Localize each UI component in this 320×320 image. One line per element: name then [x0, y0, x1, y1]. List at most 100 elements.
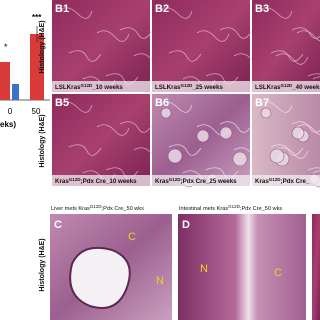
panel-label: B3 — [255, 3, 269, 15]
region-mark: C — [128, 231, 136, 243]
panel-caption-text: Kras — [155, 178, 169, 185]
panel-title-text: Intestinal mets Kras — [179, 206, 228, 212]
gland — [196, 129, 210, 143]
caption-band — [152, 175, 250, 186]
panel-title: Liver mets KrasG12D;Pdx Cre_50 wks — [51, 204, 144, 212]
axis-label: eks) — [0, 120, 16, 129]
tissue-texture — [119, 121, 153, 133]
gland — [167, 148, 183, 164]
histology-panel: B3 LSLKrasG12D_40 weeks — [252, 0, 320, 92]
panel-caption-sup: G12D — [69, 177, 82, 182]
panel-caption: KrasG12D;Pdx Cre_25 weeks — [155, 177, 237, 185]
tissue-texture — [196, 30, 230, 42]
region-mark: N — [156, 275, 164, 287]
panel-title-text: ;Pdx Cre_50 wks — [102, 206, 144, 212]
panel-caption-text: LSLKras — [255, 84, 281, 91]
tissue-texture — [259, 101, 293, 113]
row-label: Histology (H&E) — [39, 114, 46, 167]
panel-caption-text: ;Pdx Cre_25 weeks — [181, 178, 238, 185]
histology-panel: B2 LSLKrasG12D_25 weeks — [152, 0, 267, 92]
caption-band — [152, 81, 250, 92]
panel-title-sup: G12D — [228, 204, 241, 209]
panel-caption-text: Kras — [55, 178, 69, 185]
panel-caption-text: LSLKras — [155, 84, 181, 91]
bar — [0, 62, 10, 100]
significance: *** — [32, 13, 42, 22]
panel-caption-text: ;Pdx Cre_10 weeks — [81, 178, 138, 185]
panel-caption-text: _40 weeks — [291, 84, 320, 91]
panel-label: C — [54, 219, 62, 231]
histology-panel: B1 LSLKrasG12D_10 weeks — [52, 0, 167, 92]
row-label: Histology (H&E) — [39, 20, 46, 73]
gland — [232, 151, 248, 167]
panel-label: B6 — [155, 97, 169, 109]
tissue-texture — [307, 167, 320, 171]
tick-label: 50 — [32, 107, 41, 116]
tissue-texture — [219, 27, 253, 39]
panel-label: B1 — [55, 3, 69, 15]
tissue-texture — [59, 101, 93, 113]
tissue-texture — [259, 7, 293, 19]
panel-image — [252, 0, 320, 92]
row-label: Histology (H&E) — [39, 238, 46, 291]
bar — [12, 84, 19, 100]
panel-caption-text: Kras — [255, 178, 269, 185]
panel-caption-sup: G12D — [169, 177, 182, 182]
panel-caption-text: LSLKras — [55, 84, 81, 91]
panel-caption: LSLKrasG12D_10 weeks — [55, 83, 123, 91]
panel-label: B5 — [55, 97, 69, 109]
significance: * — [4, 42, 8, 52]
gland — [269, 148, 285, 164]
tissue-texture — [312, 170, 320, 174]
tissue-texture — [159, 101, 193, 113]
panel-caption: KrasG12D;Pdx Cre_10 weeks — [55, 177, 137, 185]
tissue-texture — [168, 144, 202, 156]
caption-band — [52, 175, 150, 186]
region-mark: C — [274, 267, 282, 279]
panel-caption-sup: G12D — [80, 83, 93, 88]
tissue-texture — [159, 7, 193, 19]
caption-band — [252, 175, 320, 186]
tissue-texture — [219, 121, 253, 133]
bar — [30, 34, 44, 100]
panel-caption-sup: G12D — [180, 83, 193, 88]
panel-title-text: ;Pdx Cre_50 wks — [240, 206, 282, 212]
tissue-texture — [68, 50, 102, 62]
panel-caption-sup: G12D — [280, 83, 293, 88]
tissue-texture — [119, 27, 153, 39]
tissue-texture — [68, 144, 102, 156]
panel-title-sup: G12D — [90, 204, 103, 209]
panel-image — [52, 94, 150, 186]
panel-label: D — [182, 219, 190, 231]
bar-fragment: * *** 0 50 eks) — [0, 13, 50, 129]
tissue-texture — [296, 124, 320, 136]
tissue-texture — [96, 124, 130, 136]
gland — [219, 126, 233, 140]
histology-panel: B7 KrasG12D;Pdx Cre_ — [252, 94, 320, 188]
gland — [260, 107, 272, 119]
panel-title: Intestinal mets KrasG12D;Pdx Cre_50 wks — [179, 204, 282, 212]
region-mark: N — [200, 263, 208, 275]
panel-image — [152, 0, 250, 92]
tissue-texture — [312, 76, 320, 80]
panel-caption: LSLKrasG12D_25 weeks — [155, 83, 223, 91]
panel-caption-text: _10 weeks — [91, 84, 123, 91]
panel-title-text: Liver mets Kras — [51, 206, 90, 212]
tissue-texture — [59, 7, 93, 19]
panel-caption-text: ;Pdx Cre_ — [281, 178, 310, 185]
panel-image — [52, 0, 150, 92]
lumen — [69, 246, 131, 309]
tissue-texture — [307, 73, 320, 77]
panel-caption: KrasG12D;Pdx Cre_ — [255, 177, 310, 185]
caption-band — [252, 81, 320, 92]
panel-label: B7 — [255, 97, 269, 109]
caption-band — [52, 81, 150, 92]
panel-caption-text: _25 weeks — [191, 84, 223, 91]
tissue-texture — [275, 53, 309, 65]
tick-label: 0 — [8, 107, 13, 116]
panel-label: B2 — [155, 3, 169, 15]
